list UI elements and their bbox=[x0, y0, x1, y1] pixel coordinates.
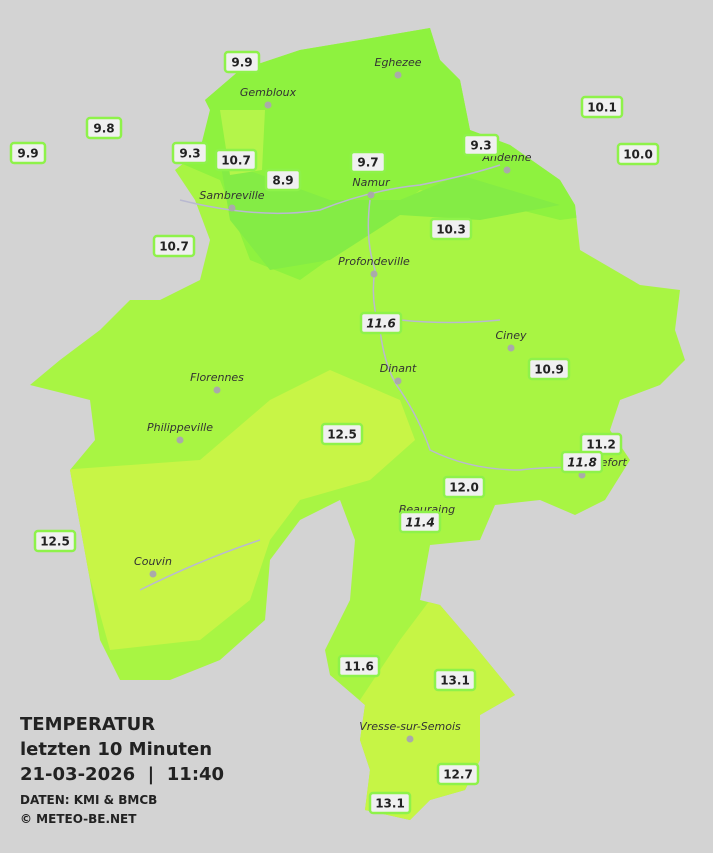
station-value: 11.8 bbox=[567, 456, 597, 470]
station-box bbox=[223, 50, 261, 74]
station-box bbox=[560, 450, 604, 474]
station-box bbox=[368, 791, 412, 815]
station-box bbox=[349, 150, 387, 174]
town-dot bbox=[394, 377, 402, 385]
station-box bbox=[398, 510, 442, 534]
station-box bbox=[85, 116, 123, 140]
station-value: 12.0 bbox=[449, 481, 479, 495]
town-dot bbox=[503, 166, 511, 174]
town-dot bbox=[406, 735, 414, 743]
station-value: 13.1 bbox=[375, 797, 405, 811]
station-box bbox=[527, 357, 571, 381]
station-value: 10.0 bbox=[623, 148, 653, 162]
station-value: 10.1 bbox=[587, 101, 617, 115]
station-value: 11.6 bbox=[344, 660, 374, 674]
station-box bbox=[580, 95, 624, 119]
station-box bbox=[264, 168, 302, 192]
zone-valley bbox=[220, 160, 560, 270]
town-dot bbox=[228, 204, 236, 212]
station-value: 9.9 bbox=[231, 56, 252, 70]
station-value: 9.9 bbox=[17, 147, 38, 161]
station-value: 11.2 bbox=[586, 438, 616, 452]
town-dot bbox=[213, 386, 221, 394]
town-name: Vresse-sur-Semois bbox=[359, 720, 461, 733]
station-value: 10.3 bbox=[436, 223, 466, 237]
town-dot bbox=[507, 344, 515, 352]
subtitle: letzten 10 Minuten bbox=[20, 739, 212, 760]
station-value: 8.9 bbox=[272, 174, 293, 188]
station-value: 9.3 bbox=[179, 147, 200, 161]
town-name: Profondeville bbox=[338, 255, 410, 268]
station-value: 10.7 bbox=[221, 154, 251, 168]
town-dot bbox=[367, 191, 375, 199]
station-value: 11.4 bbox=[405, 516, 435, 530]
station-value: 13.1 bbox=[440, 674, 470, 688]
station-box bbox=[616, 142, 660, 166]
source: DATEN: KMI & BMCB bbox=[20, 793, 157, 807]
station-box bbox=[33, 529, 77, 553]
station-box bbox=[429, 217, 473, 241]
station-box bbox=[359, 311, 403, 335]
town-name: Namur bbox=[352, 176, 391, 189]
station-value: 12.7 bbox=[443, 768, 473, 782]
credit: © METEO-BE.NET bbox=[20, 812, 137, 826]
town-name: Dinant bbox=[380, 362, 417, 375]
station-value: 10.9 bbox=[534, 363, 564, 377]
stations: 9.9 9.8 9.9 9.3 10.7 8.9 9.7 9.3 10.1 10.0 10.7 10.… bbox=[9, 50, 660, 815]
station-value: 9.3 bbox=[470, 139, 491, 153]
title: TEMPERATUR bbox=[20, 714, 155, 735]
station-value: 11.6 bbox=[366, 317, 396, 331]
station-box bbox=[436, 762, 480, 786]
datetime: 21-03-2026 | 11:40 bbox=[20, 764, 224, 785]
town-name: Sambreville bbox=[199, 189, 264, 202]
town-name: Florennes bbox=[190, 371, 244, 384]
town-name: Philippeville bbox=[147, 421, 213, 434]
town-name: Ciney bbox=[496, 329, 527, 342]
station-value: 9.8 bbox=[93, 122, 114, 136]
station-value: 10.7 bbox=[159, 240, 189, 254]
town-dot bbox=[394, 71, 402, 79]
town-dot bbox=[176, 436, 184, 444]
station-value: 12.5 bbox=[327, 428, 357, 442]
town-name: Eghezee bbox=[375, 56, 422, 69]
station-box bbox=[433, 668, 477, 692]
town-name: Gembloux bbox=[240, 86, 297, 99]
station-value: 12.5 bbox=[40, 535, 70, 549]
town-dot bbox=[264, 101, 272, 109]
town-dot bbox=[149, 570, 157, 578]
town-name: Couvin bbox=[134, 555, 172, 568]
station-box bbox=[214, 148, 258, 172]
rivers bbox=[139, 164, 601, 591]
station-box bbox=[9, 141, 47, 165]
town-dot bbox=[370, 270, 378, 278]
station-box bbox=[152, 234, 196, 258]
station-box bbox=[337, 654, 381, 678]
station-box bbox=[462, 133, 500, 157]
station-box bbox=[171, 141, 209, 165]
station-box bbox=[320, 422, 364, 446]
station-box bbox=[442, 475, 486, 499]
station-value: 9.7 bbox=[357, 156, 378, 170]
